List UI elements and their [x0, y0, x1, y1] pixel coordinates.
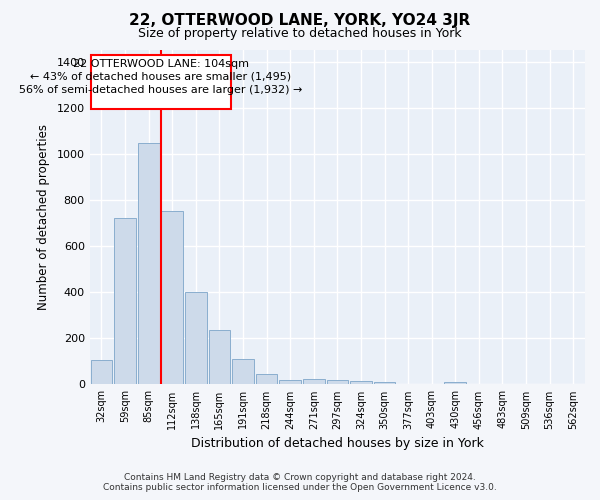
- Bar: [185, 292, 206, 384]
- Bar: [232, 359, 254, 384]
- Y-axis label: Number of detached properties: Number of detached properties: [37, 124, 50, 310]
- Bar: [256, 374, 277, 384]
- Bar: [445, 382, 466, 384]
- Bar: [303, 378, 325, 384]
- Bar: [161, 212, 183, 384]
- FancyBboxPatch shape: [91, 54, 231, 109]
- Bar: [326, 380, 348, 384]
- Text: Size of property relative to detached houses in York: Size of property relative to detached ho…: [138, 28, 462, 40]
- Bar: [209, 330, 230, 384]
- Bar: [91, 360, 112, 384]
- Text: 56% of semi-detached houses are larger (1,932) →: 56% of semi-detached houses are larger (…: [19, 84, 303, 94]
- Bar: [350, 381, 372, 384]
- Text: 22 OTTERWOOD LANE: 104sqm: 22 OTTERWOOD LANE: 104sqm: [73, 59, 249, 69]
- Text: ← 43% of detached houses are smaller (1,495): ← 43% of detached houses are smaller (1,…: [31, 72, 292, 82]
- Text: 22, OTTERWOOD LANE, YORK, YO24 3JR: 22, OTTERWOOD LANE, YORK, YO24 3JR: [130, 12, 470, 28]
- Bar: [114, 218, 136, 384]
- Bar: [280, 380, 301, 384]
- Bar: [138, 144, 160, 384]
- X-axis label: Distribution of detached houses by size in York: Distribution of detached houses by size …: [191, 437, 484, 450]
- Text: Contains HM Land Registry data © Crown copyright and database right 2024.
Contai: Contains HM Land Registry data © Crown c…: [103, 473, 497, 492]
- Bar: [374, 382, 395, 384]
